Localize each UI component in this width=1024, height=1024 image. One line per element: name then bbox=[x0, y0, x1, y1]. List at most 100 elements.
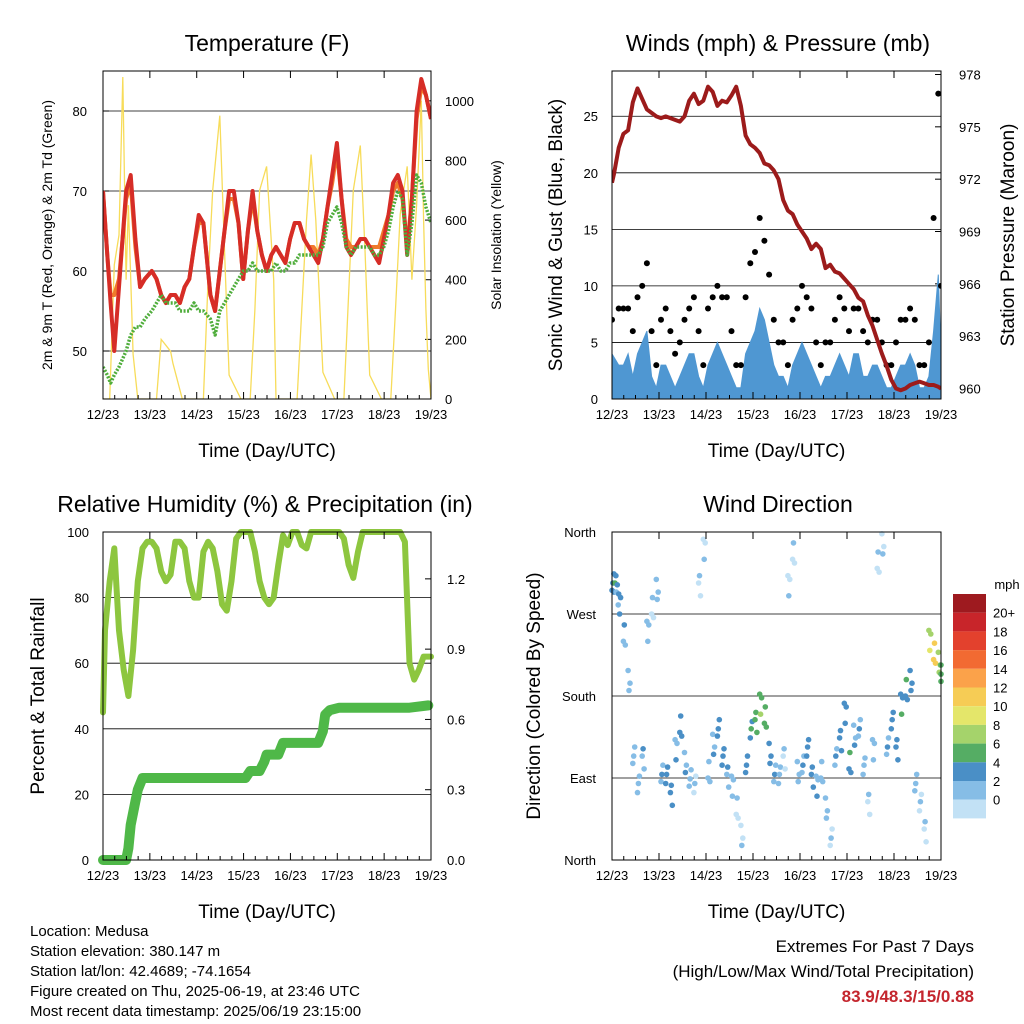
direction-point bbox=[893, 744, 899, 750]
gust-point bbox=[874, 316, 881, 323]
legend-swatch bbox=[953, 612, 986, 632]
direction-point bbox=[865, 791, 872, 798]
x-tick-label: 18/23 bbox=[878, 868, 911, 883]
x-tick-label: 12/23 bbox=[596, 407, 629, 422]
station-info: Location: Medusa Station elevation: 380.… bbox=[30, 922, 361, 1022]
direction-point bbox=[775, 780, 782, 787]
y2-tick-label: 0.3 bbox=[447, 783, 465, 798]
panel-title: Relative Humidity (%) & Precipitation (i… bbox=[57, 491, 472, 517]
direction-point bbox=[881, 543, 887, 550]
y-tick-label: North bbox=[564, 853, 596, 868]
x-tick-label: 17/23 bbox=[831, 868, 864, 883]
x-tick-label: 12/23 bbox=[87, 868, 120, 883]
direction-point bbox=[653, 576, 660, 583]
x-tick-label: 17/23 bbox=[321, 868, 354, 883]
direction-point bbox=[678, 733, 685, 739]
extremes-title: Extremes For Past 7 Days bbox=[775, 937, 974, 956]
gust-point bbox=[653, 362, 660, 369]
x-tick-label: 14/23 bbox=[690, 407, 723, 422]
direction-point bbox=[729, 793, 736, 799]
gust-point bbox=[813, 339, 820, 346]
direction-point bbox=[857, 716, 864, 723]
direction-point bbox=[636, 773, 643, 779]
x-tick-label: 19/23 bbox=[925, 407, 958, 422]
direction-point bbox=[894, 736, 900, 743]
gust-point bbox=[902, 316, 909, 323]
y-tick-label: South bbox=[562, 689, 596, 704]
direction-point bbox=[654, 596, 660, 603]
x-tick-label: 17/23 bbox=[321, 407, 354, 422]
x-tick-label: 12/23 bbox=[87, 407, 120, 422]
gust-point bbox=[916, 362, 923, 369]
x-tick-label: 13/23 bbox=[134, 407, 167, 422]
x-tick-label: 13/23 bbox=[134, 868, 167, 883]
gust-point bbox=[864, 339, 871, 346]
gust-point bbox=[742, 294, 749, 301]
gust-point bbox=[808, 305, 815, 312]
direction-point bbox=[935, 649, 942, 656]
direction-point bbox=[823, 815, 830, 821]
direction-point bbox=[613, 572, 619, 579]
direction-point bbox=[870, 757, 877, 763]
direction-point bbox=[635, 780, 642, 787]
direction-point bbox=[725, 784, 732, 790]
direction-point bbox=[824, 808, 831, 814]
direction-point bbox=[834, 746, 840, 752]
direction-point bbox=[688, 767, 694, 773]
direction-point bbox=[795, 778, 801, 785]
gust-point bbox=[643, 260, 650, 267]
y-tick-label: 80 bbox=[75, 591, 89, 606]
direction-point bbox=[753, 709, 759, 716]
x-tick-label: 14/23 bbox=[180, 868, 213, 883]
x-tick-label: 14/23 bbox=[180, 407, 213, 422]
x-tick-label: 12/23 bbox=[596, 868, 629, 883]
direction-point bbox=[686, 783, 692, 789]
direction-point bbox=[865, 798, 871, 805]
direction-point bbox=[747, 735, 754, 741]
total-precipitation-line bbox=[98, 700, 434, 865]
y-tick-label: East bbox=[570, 771, 596, 786]
direction-point bbox=[687, 776, 693, 782]
gust-point bbox=[789, 316, 796, 323]
direction-point bbox=[646, 622, 652, 628]
direction-point bbox=[799, 769, 805, 776]
direction-point bbox=[710, 751, 717, 758]
direction-point bbox=[866, 811, 873, 818]
gust-point bbox=[897, 316, 904, 323]
legend-label: 4 bbox=[993, 755, 1000, 770]
direction-point bbox=[822, 795, 829, 801]
x-axis-label: Time (Day/UTC) bbox=[708, 902, 846, 923]
legend-swatch bbox=[953, 706, 986, 725]
direction-point bbox=[904, 696, 911, 703]
gust-point bbox=[911, 316, 918, 323]
direction-point bbox=[659, 771, 665, 778]
y-tick-label: 50 bbox=[73, 344, 87, 359]
x-tick-label: 19/23 bbox=[415, 868, 448, 883]
gust-point bbox=[629, 328, 636, 335]
y-tick-label: 0 bbox=[82, 853, 89, 868]
direction-point bbox=[645, 638, 651, 645]
direction-point bbox=[862, 755, 868, 761]
direction-point bbox=[848, 769, 854, 776]
direction-point bbox=[819, 778, 826, 785]
direction-point bbox=[730, 777, 737, 783]
direction-point bbox=[918, 791, 925, 798]
y-tick-label: 70 bbox=[73, 184, 87, 199]
direction-point bbox=[861, 762, 867, 768]
direction-point bbox=[790, 540, 797, 546]
gust-point bbox=[705, 305, 711, 312]
gust-point bbox=[639, 282, 646, 289]
x-axis-label: Time (Day/UTC) bbox=[708, 441, 846, 462]
direction-point bbox=[907, 667, 913, 674]
x-tick-label: 18/23 bbox=[878, 407, 911, 422]
gust-point bbox=[855, 305, 862, 312]
legend-label: 18 bbox=[993, 624, 1007, 639]
direction-point bbox=[922, 818, 928, 825]
direction-point bbox=[885, 735, 892, 741]
figure-created: Figure created on Thu, 2025-06-19, at 23… bbox=[30, 983, 360, 1000]
direction-point bbox=[614, 582, 621, 588]
direction-point bbox=[739, 842, 745, 849]
direction-point bbox=[850, 722, 857, 728]
y-tick-label: 20 bbox=[584, 166, 598, 181]
